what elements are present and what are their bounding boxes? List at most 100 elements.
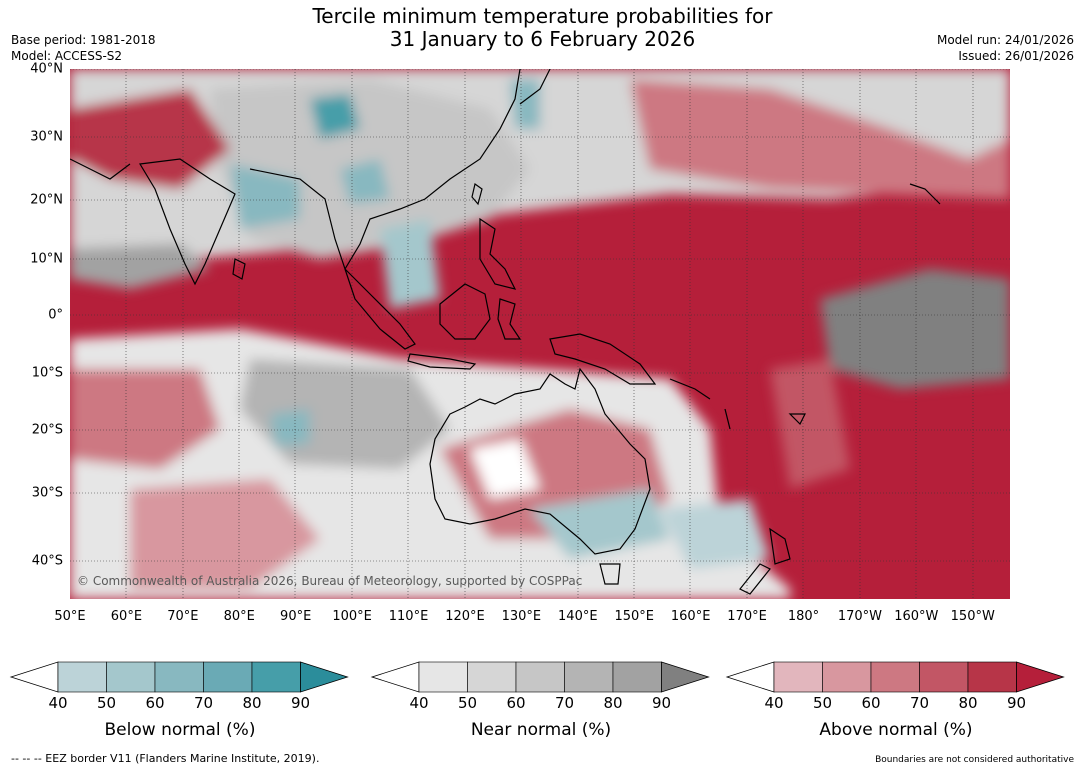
legend-tick-label: 40 [409,694,429,712]
lon-label: 150°E [614,609,654,624]
legend-swatch [251,661,301,693]
issued-date: Issued: 26/01/2026 [958,49,1074,63]
lat-label: 20°N [30,192,63,208]
japan-coast [519,69,551,105]
legend-swatch [106,661,156,693]
lat-label: 30°N [30,129,63,145]
legend-swatch [773,661,823,693]
legend-title-above: Above normal (%) [819,720,973,740]
map-title: Tercile minimum temperature probabilitie… [0,5,1085,51]
legend-tick-label: 90 [651,694,672,712]
map-area [70,69,1010,599]
title-line-2: 31 January to 6 February 2026 [389,27,696,51]
lon-label: 110°E [388,609,429,624]
legend-tick-label: 40 [48,694,68,712]
sulawesi-coast [497,298,522,340]
legend-tick-label: 50 [812,694,833,712]
model-run: Model run: 24/01/2026 [936,33,1074,47]
lon-label: 90°E [280,609,312,624]
lat-label: 0° [48,307,63,323]
legend-swatch [564,661,614,693]
meta-right: Model run: 24/01/2026 Issued: 26/01/2026 [937,32,1074,64]
solomon-islands-coast [669,378,711,400]
lat-label: 30°S [31,485,63,501]
legend-tick-label: 50 [457,694,478,712]
philippines-coast [479,217,517,290]
legend-extend-low [370,661,420,693]
lon-label: 160°W [894,609,939,624]
lat-label: 20°S [31,422,63,438]
fiji-coast [788,413,806,426]
australia-coast [429,367,651,555]
borneo-coast [439,283,491,340]
legend-extend-high [300,661,349,693]
legend-swatch [919,661,969,693]
lat-label: 40°N [30,61,63,77]
legend-swatch [418,661,468,693]
legend-tick-label: 80 [242,694,262,712]
legend-swatch [467,661,517,693]
legend-swatch [57,661,107,693]
lon-label: 120°E [445,609,485,624]
legend-tick-label: 80 [958,694,978,712]
legend-tick-label: 70 [193,694,214,712]
sumatra-coast [344,268,416,350]
lon-label: 180° [787,609,820,624]
base-period: Base period: 1981-2018 [11,33,156,47]
lon-label: 150°W [950,609,995,624]
lon-label: 50°E [54,609,86,624]
legend-title-near: Near normal (%) [470,720,612,740]
se-asia-coast [249,69,521,271]
lon-label: 60°E [110,609,143,624]
legend-swatch [870,661,920,693]
legend-extend-low [725,661,775,693]
legend-extend-low [9,661,59,693]
meta-left: Base period: 1981-2018 Model: ACCESS-S2 [11,32,156,64]
legend-tick-label: 60 [145,694,165,712]
legend-tick-label: 90 [1006,694,1027,712]
sri-lanka-coast [232,258,246,280]
legend-extend-high [1016,661,1065,693]
new-zealand-coast [739,527,791,595]
legend-swatch [203,661,253,693]
java-coast [407,353,477,370]
eez-note: -- -- -- EEZ border V11 (Flanders Marine… [11,752,320,765]
legend-swatch [515,661,565,693]
boundaries-note: Boundaries are not considered authoritat… [875,755,1074,765]
taiwan-coast [471,182,483,206]
lon-label: 100°E [332,609,372,624]
new-guinea-coast [549,333,657,385]
legend-swatch [154,661,204,693]
vanuatu-coast [724,408,731,430]
lon-label: 70°E [167,609,199,624]
legend-swatch [612,661,662,693]
hawaii-coast [909,183,941,205]
lat-label: 40°S [31,553,63,569]
probability-field [70,69,1010,599]
legend-tick-label: 50 [96,694,117,712]
legend-title-below: Below normal (%) [104,720,256,740]
map-svg [70,69,1010,599]
legend-tick-label: 40 [764,694,784,712]
legend-tick-label: 80 [603,694,623,712]
legend-tick-label: 70 [909,694,930,712]
legend-swatch [967,661,1017,693]
lon-label: 170°E [727,609,767,624]
lat-label: 10°N [30,251,63,267]
coastlines [70,69,941,595]
lon-label: 130°E [501,609,542,624]
lon-label: 140°E [558,609,598,624]
legend-bars [9,661,1065,693]
lon-label: 160°E [670,609,711,624]
legend-swatch [822,661,872,693]
legend-tick-label: 60 [861,694,881,712]
arabia-coast [70,158,131,180]
copyright-credit: © Commonwealth of Australia 2026, Bureau… [77,574,583,588]
legend-tick-label: 60 [506,694,526,712]
legend-extend-high [661,661,710,693]
legend-tick-label: 70 [554,694,575,712]
lon-label: 80°E [223,609,255,624]
tasmania-coast [599,563,621,585]
india-coast [139,158,236,286]
title-line-1: Tercile minimum temperature probabilitie… [312,4,773,28]
